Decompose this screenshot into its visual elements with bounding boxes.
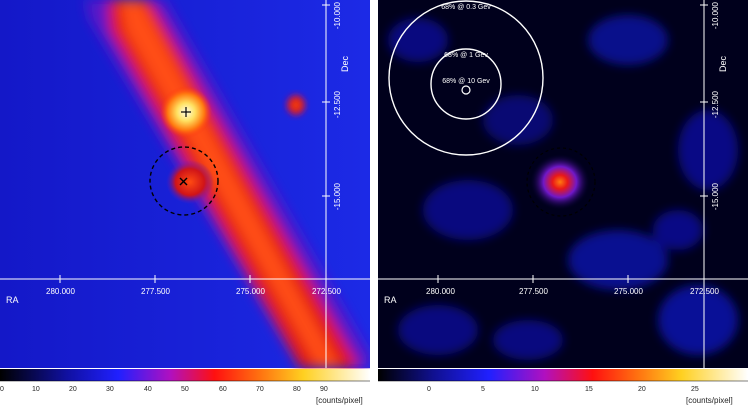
- plus-marker: [181, 107, 191, 117]
- colorbar-tick: 0: [0, 386, 4, 393]
- ra-tick-label-4: 272.500: [312, 287, 341, 296]
- residual-map-panel: 68% @ 0.3 Gev 68% @ 1 Gev 68% @ 10 Gev 2…: [378, 0, 748, 412]
- colorbar-tick: 0: [427, 386, 431, 393]
- counts-map-panel: 280.000 277.500 275.000 272.500 RA -10.0…: [0, 0, 370, 412]
- psf-circle-0.3gev: [388, 0, 544, 156]
- colorbar-units-label: [counts/pixel]: [686, 396, 733, 405]
- ra-tick-label-2: 277.500: [141, 287, 170, 296]
- colorbar-tick: 5: [481, 386, 485, 393]
- colorbar-tick: 30: [106, 386, 114, 393]
- residual-noise: [388, 15, 738, 360]
- dashed-circle-region: [149, 146, 219, 216]
- colorbar-tick: 25: [691, 386, 699, 393]
- colorbar-tick: 40: [144, 386, 152, 393]
- dec-tick-label-2: -12.500: [333, 90, 342, 118]
- dec-tick-label-1: -10.000: [711, 1, 720, 29]
- psf-circle-10gev: [461, 85, 471, 95]
- dec-axis-label: Dec: [340, 55, 350, 72]
- dec-tick-label-2: -12.500: [711, 90, 720, 118]
- colorbar-tick: 70: [256, 386, 264, 393]
- psf-label-1gev: 68% @ 1 Gev: [444, 52, 488, 59]
- psf-circle-1gev: [430, 48, 502, 120]
- colorbar-tick: 15: [585, 386, 593, 393]
- colorbar-tick: 80: [293, 386, 301, 393]
- ra-tick-label-1: 280.000: [46, 287, 75, 296]
- dec-tick-label-3: -15.000: [333, 182, 342, 210]
- colorbar-tick: 10: [531, 386, 539, 393]
- psf-label-10gev: 68% @ 10 Gev: [442, 78, 490, 85]
- ra-tick-marks: [59, 275, 327, 283]
- ra-tick-label-3: 275.000: [236, 287, 265, 296]
- hotspot-blob: [284, 92, 308, 118]
- colorbar-tick: 50: [181, 386, 189, 393]
- cross-marker: [179, 177, 188, 186]
- dec-axis-label: Dec: [718, 55, 728, 72]
- candidate-source-blob: [166, 160, 214, 204]
- dec-tick-label-1: -10.000: [333, 1, 342, 29]
- counts-colorbar: [0, 369, 370, 381]
- ra-axis-label: RA: [384, 295, 397, 305]
- colorbar-tick: 20: [638, 386, 646, 393]
- dashed-circle-region: [526, 147, 596, 217]
- counts-map-svg: 280.000 277.500 275.000 272.500 RA -10.0…: [0, 0, 370, 393]
- colorbar-tick: 90: [320, 386, 328, 393]
- ra-tick-label-2: 277.500: [519, 287, 548, 296]
- residual-map-svg: 68% @ 0.3 Gev 68% @ 1 Gev 68% @ 10 Gev 2…: [378, 0, 748, 393]
- colorbar-tick: 20: [69, 386, 77, 393]
- ra-tick-label-3: 275.000: [614, 287, 643, 296]
- dec-tick-marks: [322, 4, 330, 197]
- residual-colorbar: [378, 369, 748, 381]
- psf-label-0.3gev: 68% @ 0.3 Gev: [441, 4, 491, 11]
- colorbar-units-label: [counts/pixel]: [316, 396, 363, 405]
- dec-tick-label-3: -15.000: [711, 182, 720, 210]
- ra-axis-label: RA: [6, 295, 19, 305]
- colorbar-tick: 10: [32, 386, 40, 393]
- colorbar-tick: 60: [219, 386, 227, 393]
- ra-tick-marks: [437, 275, 705, 283]
- residual-source-blob: [530, 154, 590, 210]
- ra-tick-label-1: 280.000: [426, 287, 455, 296]
- dec-tick-marks: [700, 4, 708, 197]
- ra-tick-label-4: 272.500: [690, 287, 719, 296]
